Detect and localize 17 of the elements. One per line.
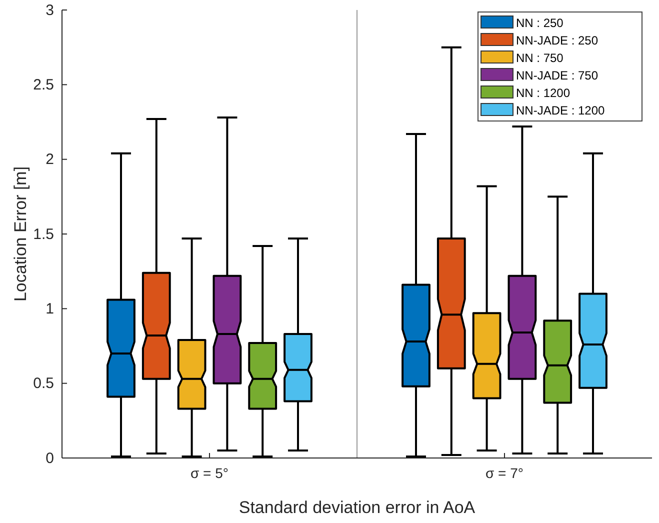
legend-label: NN : 1200 [516,86,570,100]
legend-label: NN : 250 [516,16,564,30]
legend-label: NN-JADE : 250 [516,34,598,48]
y-tick-label: 0 [46,450,54,467]
y-tick-label: 1 [46,300,54,318]
y-tick-label: 3 [46,2,54,19]
y-tick-label: 2 [46,151,54,168]
legend-label: NN-JADE : 750 [516,68,598,82]
legend-label: NN-JADE : 1200 [516,104,606,118]
y-tick-label: 2.5 [33,76,54,94]
x-tick-label: σ = 7° [486,464,524,481]
x-axis-title: Standard deviation error in AoA [238,498,476,517]
y-tick-label: 1.5 [33,226,54,243]
legend-label: NN : 750 [516,51,564,65]
y-axis-title: Location Error [m] [11,166,30,302]
x-tick-label: σ = 5° [190,464,228,481]
y-tick-label: 0.5 [33,375,54,392]
